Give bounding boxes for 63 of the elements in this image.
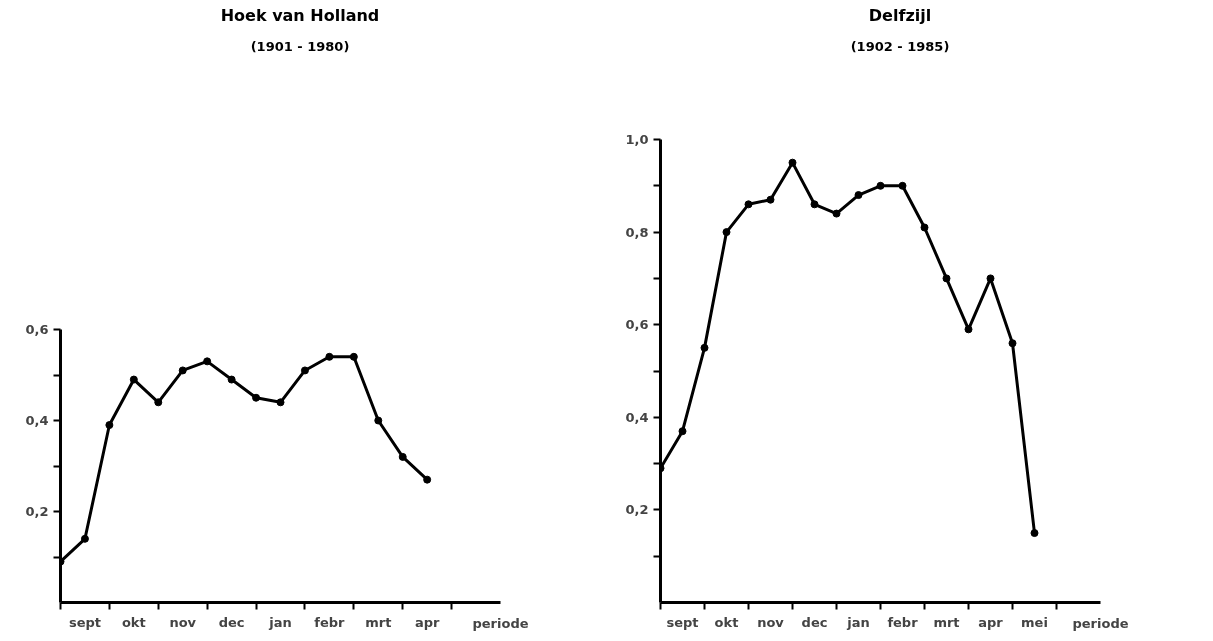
y-tick-label: 0,2 <box>25 504 49 520</box>
x-tick-label: nov <box>169 614 197 630</box>
point <box>898 182 907 191</box>
point <box>129 375 138 384</box>
point <box>788 159 797 168</box>
x-tick-label: febr <box>314 614 346 630</box>
point <box>766 196 775 205</box>
point <box>920 223 929 232</box>
y-tick-label: 0,6 <box>625 317 649 333</box>
x-axis-title: periode <box>472 615 529 631</box>
y-tick-label: 0,6 <box>25 322 49 338</box>
point <box>374 416 383 425</box>
x-tick-label: apr <box>978 614 1004 630</box>
point <box>964 325 973 334</box>
point <box>1030 529 1039 538</box>
y-tick-label: 0,2 <box>625 502 649 518</box>
point <box>227 375 236 384</box>
point <box>105 421 114 430</box>
point <box>876 182 885 191</box>
y-tick-label: 0,4 <box>625 410 649 426</box>
point <box>203 357 212 366</box>
point <box>744 200 753 209</box>
point <box>810 200 819 209</box>
point <box>325 353 334 362</box>
x-tick-label: mei <box>1021 614 1048 630</box>
point <box>942 274 951 283</box>
x-tick-label: sept <box>68 614 101 630</box>
chart-subtitle: (1901 - 1980) <box>250 37 350 56</box>
point <box>832 209 841 218</box>
y-tick-label: 1,0 <box>625 132 649 148</box>
point <box>423 476 432 485</box>
x-tick-label: mrt <box>365 614 392 630</box>
point <box>80 535 89 544</box>
x-tick-label: jan <box>846 614 870 630</box>
point <box>722 228 731 237</box>
chart-title: Hoek van Holland <box>220 5 380 27</box>
x-tick-label: dec <box>801 614 828 630</box>
point <box>398 453 407 462</box>
x-axis-title: periode <box>1072 615 1129 631</box>
point <box>349 353 358 362</box>
x-tick-label: nov <box>757 614 785 630</box>
x-tick-label: dec <box>218 614 245 630</box>
point <box>252 394 261 403</box>
x-tick-label: jan <box>268 614 292 630</box>
x-tick-label: mrt <box>933 614 960 630</box>
y-tick-label: 0,8 <box>625 225 649 241</box>
point <box>678 427 687 436</box>
x-tick-label: okt <box>121 614 146 630</box>
point <box>986 274 995 283</box>
point <box>1008 339 1017 348</box>
point <box>154 398 163 407</box>
x-tick-label: okt <box>714 614 739 630</box>
chart-subtitle: (1902 - 1985) <box>850 37 950 56</box>
point <box>700 344 709 353</box>
x-tick-label: febr <box>887 614 919 630</box>
point <box>178 366 187 375</box>
chart-title: Delfzijl <box>868 5 932 27</box>
point <box>854 191 863 200</box>
x-tick-label: apr <box>414 614 440 630</box>
point <box>300 366 309 375</box>
y-tick-label: 0,4 <box>25 413 49 429</box>
point <box>276 398 285 407</box>
x-tick-label: sept <box>666 614 699 630</box>
